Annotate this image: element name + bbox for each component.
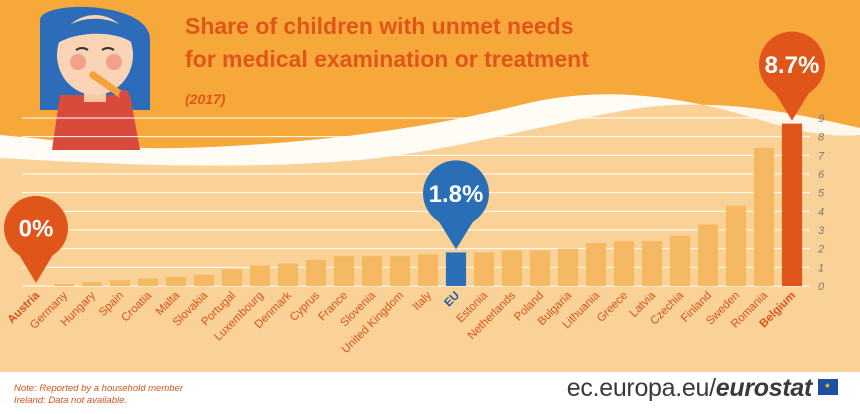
- bar-luxembourg: [249, 265, 271, 286]
- callout-eu: 1.8%: [423, 160, 489, 250]
- thermometer-icon: [89, 71, 124, 98]
- bars: [53, 123, 803, 286]
- bar-belgium: [781, 123, 803, 286]
- bar-spain: [109, 280, 131, 286]
- girl-illustration: [40, 6, 150, 150]
- bar-denmark: [277, 263, 299, 286]
- header-wave: [0, 0, 860, 149]
- bar-united-kingdom: [389, 256, 411, 286]
- callout-max: 8.7%: [759, 31, 825, 121]
- y-tick-label: 0: [818, 281, 825, 293]
- y-tick-label: 1: [818, 262, 824, 274]
- bar-latvia: [641, 241, 663, 286]
- y-tick-label: 4: [818, 206, 824, 218]
- bar-italy: [417, 254, 439, 286]
- callout-min: 0%: [4, 196, 68, 283]
- bar-finland: [697, 224, 719, 286]
- bar-cyprus: [305, 259, 327, 286]
- notes: Note: Reported by a household member Ire…: [14, 383, 183, 407]
- y-tick-label: 2: [817, 244, 824, 256]
- y-tick-label: 6: [818, 169, 825, 181]
- shirt: [52, 95, 140, 150]
- callouts: 0% 1.8% 8.7%: [4, 31, 825, 283]
- bar-croatia: [137, 278, 159, 286]
- y-axis-ticks: 0 1 2 3 4 5 6 7 8 9: [817, 113, 825, 293]
- bar-france: [333, 256, 355, 286]
- y-tick-label: 8: [818, 132, 825, 144]
- brand-domain: ec.europa.eu/: [566, 374, 716, 402]
- bar-germany: [53, 284, 75, 286]
- bar-eu: [445, 252, 467, 286]
- bar-bulgaria: [557, 248, 579, 286]
- bar-slovakia: [193, 274, 215, 286]
- y-tick-label: 5: [818, 188, 825, 200]
- hair-fringe: [55, 18, 135, 45]
- bar-poland: [529, 250, 551, 286]
- title-line-1: Share of children with unmet needs: [185, 13, 574, 39]
- bar-greece: [613, 241, 635, 286]
- callout-value: 8.7%: [765, 52, 820, 79]
- eurostat-brand[interactable]: ec.europa.eu/eurostat: [567, 374, 838, 403]
- callout-value: 0%: [19, 215, 54, 242]
- callout-pointer: [437, 219, 475, 250]
- callout-bubble: [4, 196, 68, 260]
- callout-bubble: [759, 31, 825, 98]
- y-tick-label: 9: [818, 113, 824, 125]
- bar-netherlands: [501, 250, 523, 286]
- callout-value: 1.8%: [429, 181, 484, 208]
- y-tick-label: 7: [818, 150, 825, 162]
- callout-pointer: [773, 91, 811, 121]
- bar-czechia: [669, 235, 691, 286]
- eye-right: [101, 47, 115, 51]
- bar-portugal: [221, 269, 243, 286]
- note-line-1: Note: Reported by a household member: [14, 383, 183, 394]
- eye-left: [75, 47, 89, 51]
- bar-malta: [165, 276, 187, 286]
- callout-pointer: [18, 253, 54, 283]
- brand-name: eurostat: [715, 374, 813, 402]
- bar-estonia: [473, 252, 495, 286]
- callout-bubble: [423, 160, 489, 227]
- eu-flag-icon: [818, 377, 838, 396]
- title-line-2: for medical examination or treatment: [185, 46, 589, 72]
- bar-lithuania: [585, 243, 607, 286]
- bar-romania: [753, 147, 775, 286]
- cheek-right: [106, 54, 122, 70]
- note-line-2: Ireland: Data not available.: [14, 395, 128, 406]
- y-tick-label: 3: [818, 225, 825, 237]
- thermometer-bulb: [119, 90, 129, 100]
- cheek-left: [70, 54, 86, 70]
- bar-hungary: [81, 282, 103, 286]
- subtitle: (2017): [185, 91, 226, 107]
- bar-slovenia: [361, 256, 383, 286]
- wave-highlight: [0, 94, 860, 166]
- bar-sweden: [725, 205, 747, 286]
